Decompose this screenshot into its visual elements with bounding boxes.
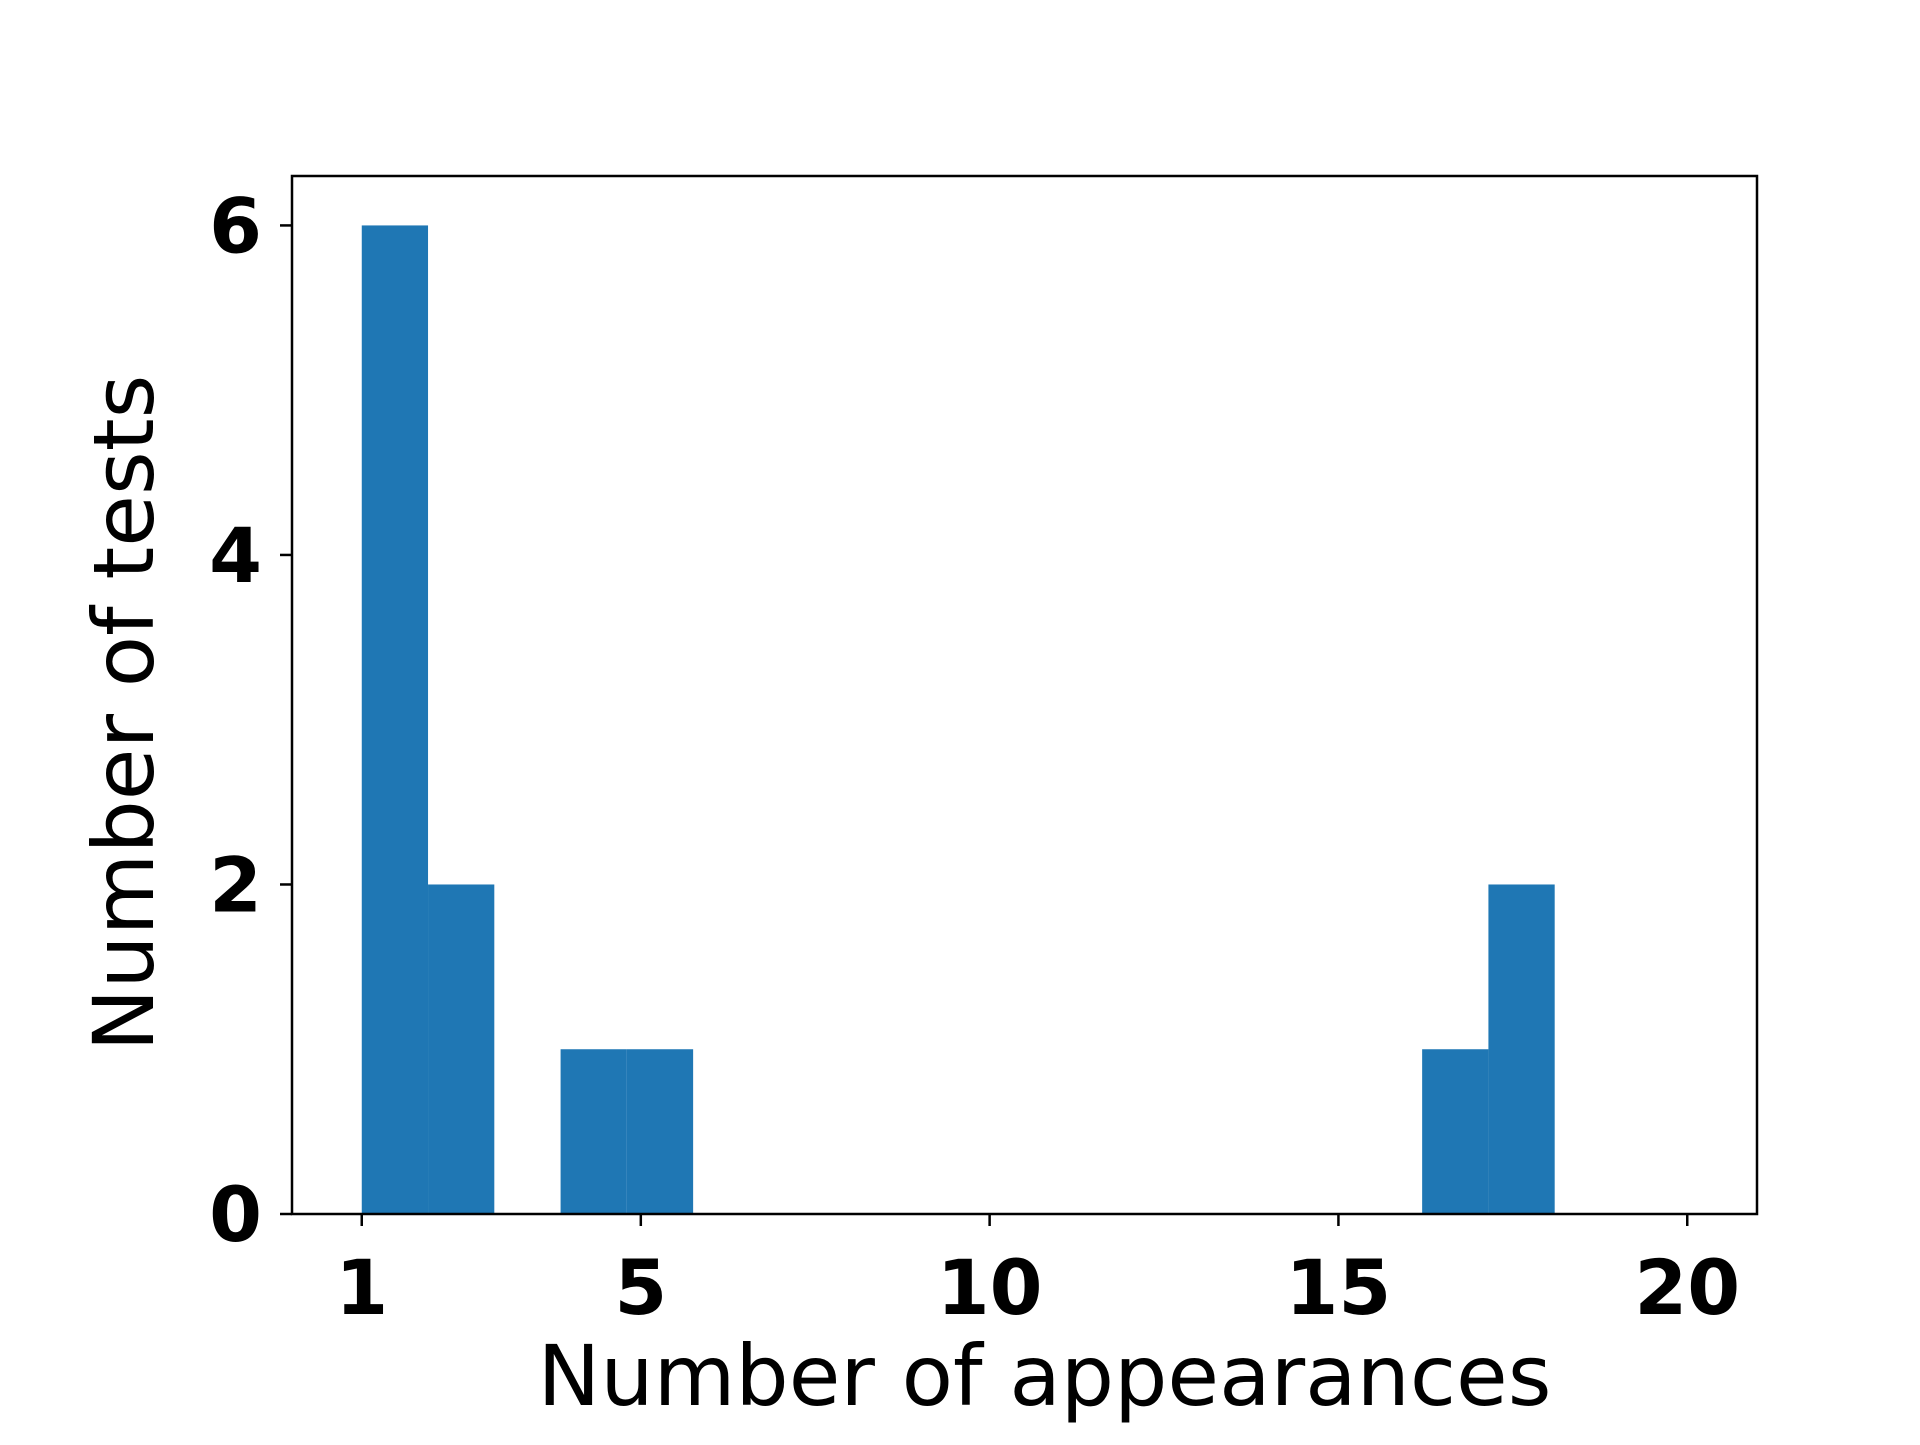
histogram-bar-1 [361,225,429,1214]
x-tick-label: 10 [937,1243,1043,1332]
x-tick-label: 15 [1286,1243,1392,1332]
x-tick-label: 20 [1634,1243,1740,1332]
histogram-bar-2 [428,884,495,1214]
y-tick-label: 6 [209,181,262,270]
histogram-bar-5 [1422,1049,1489,1214]
y-tick-label: 4 [209,511,262,600]
x-tick-label: 5 [614,1243,667,1332]
x-tick-label: 1 [335,1243,388,1332]
histogram-bar-3 [560,1049,627,1214]
x-axis-title: Number of appearances [538,1327,1552,1425]
bars-layer [361,225,1555,1214]
y-tick-label: 2 [209,840,262,929]
plot-area-frame [290,174,1759,1216]
histogram-bar-4 [626,1049,694,1214]
histogram-bar-6 [1488,884,1555,1214]
y-axis-title: Number of tests [75,375,173,1052]
y-tick-label: 0 [209,1170,262,1259]
